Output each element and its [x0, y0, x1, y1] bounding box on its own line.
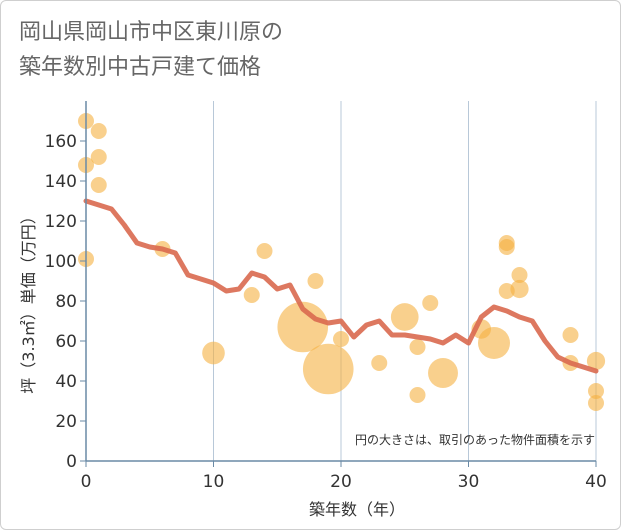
x-axis-title: 築年数（年） — [309, 500, 405, 519]
y-tick-label: 120 — [45, 212, 77, 232]
y-tick-label: 100 — [45, 252, 77, 272]
data-bubble — [498, 239, 515, 255]
data-bubble — [307, 273, 324, 289]
y-tick-label: 0 — [66, 452, 77, 472]
x-tick-label: 0 — [81, 472, 92, 492]
data-bubble — [90, 177, 107, 193]
x-tick-label: 30 — [458, 472, 480, 492]
y-tick-label: 60 — [55, 332, 77, 352]
x-tick-label: 20 — [330, 472, 352, 492]
data-bubble — [586, 351, 606, 371]
x-tick-label: 40 — [585, 472, 607, 492]
data-bubble — [333, 331, 349, 347]
data-bubble — [511, 267, 528, 283]
trend-line — [83, 198, 599, 374]
data-bubble — [428, 358, 458, 388]
y-tick-label: 140 — [45, 172, 77, 192]
data-bubble — [409, 339, 426, 355]
data-bubble — [588, 383, 604, 399]
data-bubble — [256, 243, 273, 259]
data-bubble — [390, 303, 419, 331]
data-bubble — [478, 327, 510, 359]
y-tick-label: 40 — [55, 372, 77, 392]
data-bubble — [302, 343, 354, 395]
data-bubble — [90, 123, 107, 139]
data-bubble — [510, 279, 529, 299]
x-tick-label: 10 — [203, 472, 225, 492]
data-bubble — [588, 395, 604, 411]
data-bubble — [202, 341, 225, 365]
data-bubble — [243, 287, 260, 303]
data-bubble — [409, 387, 426, 403]
data-bubble — [422, 295, 439, 311]
data-bubble — [562, 327, 579, 343]
size-legend-note: 円の大きさは、取引のあった物件面積を示す — [355, 432, 595, 447]
data-bubble — [90, 149, 107, 165]
bubbles — [78, 113, 606, 411]
y-tick-label: 80 — [55, 292, 77, 312]
y-axis-title: 坪（3.3㎡）単価（万円） — [19, 208, 38, 393]
y-tick-label: 160 — [45, 132, 77, 152]
tick-labels: 0 20 40 60 80 100 120 140 160 0 10 20 30 40 — [45, 132, 607, 492]
data-bubble — [371, 355, 388, 371]
y-tick-label: 20 — [55, 412, 77, 432]
data-bubble — [277, 301, 329, 353]
chart-title: 岡山県岡山市中区東川原の 築年数別中古戸建て価格 — [19, 20, 284, 80]
